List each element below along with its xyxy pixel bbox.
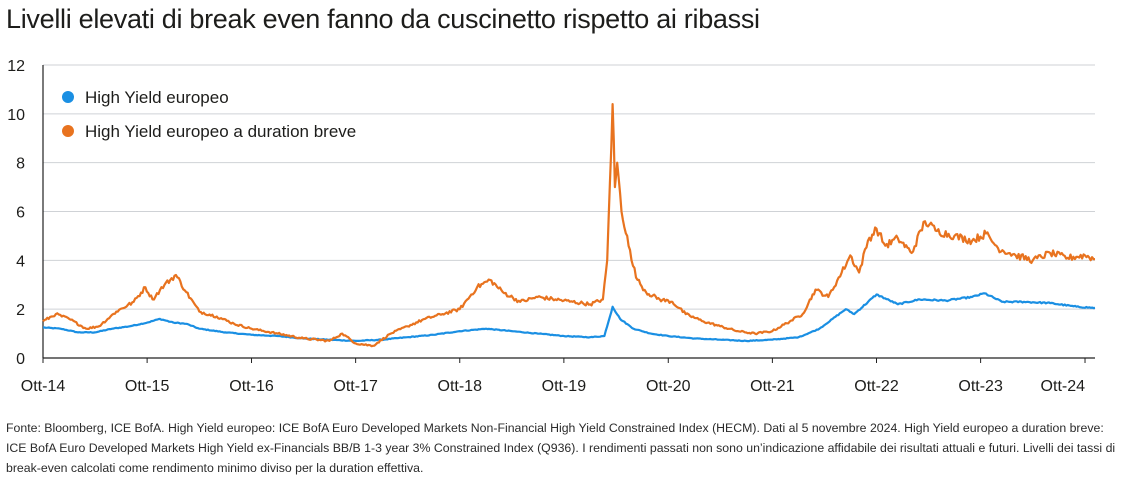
- x-tick-label: Ott-20: [646, 378, 691, 395]
- y-tick-label: 8: [16, 156, 25, 173]
- y-tick-label: 4: [16, 253, 25, 270]
- legend-marker-short-duration: [62, 125, 74, 137]
- chart-title: Livelli elevati di break even fanno da c…: [6, 4, 760, 34]
- source-footnote: Fonte: Bloomberg, ICE BofA. High Yield e…: [6, 421, 1116, 475]
- y-tick-labels: 0 2 4 6 8 10 12: [7, 58, 25, 368]
- legend-marker-high-yield: [62, 91, 74, 103]
- x-tick-label: Ott-15: [125, 378, 170, 395]
- y-tick-label: 0: [16, 351, 25, 368]
- x-tick-label: Ott-24: [1041, 378, 1086, 395]
- x-tick-label: Ott-23: [958, 378, 1003, 395]
- series-lines: [42, 103, 1096, 348]
- line-chart: 0 2 4 6 8 10 12 Ott-14 Ott-15 Ott-16 Ott-17 Ott-18…: [7, 58, 1096, 395]
- y-tick-label: 2: [16, 302, 25, 319]
- legend-label-high-yield: High Yield europeo: [85, 88, 229, 107]
- x-tick-label: Ott-21: [750, 378, 795, 395]
- legend-label-short-duration: High Yield europeo a duration breve: [85, 122, 356, 141]
- series-line-short-duration: [42, 103, 1096, 348]
- y-tick-label: 12: [7, 58, 25, 75]
- y-tick-label: 6: [16, 205, 25, 222]
- x-tick-label: Ott-18: [438, 378, 483, 395]
- x-tick-label: Ott-19: [542, 378, 587, 395]
- legend: High Yield europeo High Yield europeo a …: [62, 88, 356, 141]
- x-tick-labels: Ott-14 Ott-15 Ott-16 Ott-17 Ott-18 Ott-19 Ott-…: [21, 378, 1085, 395]
- series-line-high-yield: [43, 292, 1096, 343]
- grid-lines: [42, 64, 1095, 363]
- x-tick-label: Ott-22: [854, 378, 899, 395]
- x-tick-label: Ott-17: [333, 378, 378, 395]
- x-tick-label: Ott-16: [229, 378, 274, 395]
- x-tick-label: Ott-14: [21, 378, 66, 395]
- y-tick-label: 10: [7, 107, 25, 124]
